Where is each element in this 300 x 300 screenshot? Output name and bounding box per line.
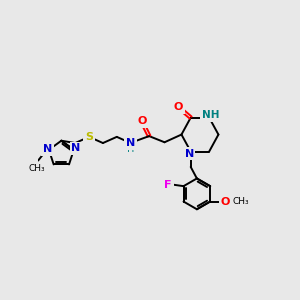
Text: N: N	[184, 149, 194, 159]
Text: N: N	[71, 143, 81, 153]
Text: NH: NH	[202, 110, 220, 120]
Text: O: O	[221, 196, 230, 206]
Text: N: N	[126, 138, 135, 148]
Text: CH₃: CH₃	[232, 197, 249, 206]
Text: N: N	[43, 144, 52, 154]
Text: CH₃: CH₃	[28, 164, 45, 172]
Text: O: O	[174, 102, 183, 112]
Text: F: F	[164, 180, 172, 190]
Text: O: O	[137, 116, 147, 127]
Text: H: H	[127, 144, 134, 154]
Text: S: S	[85, 132, 93, 142]
